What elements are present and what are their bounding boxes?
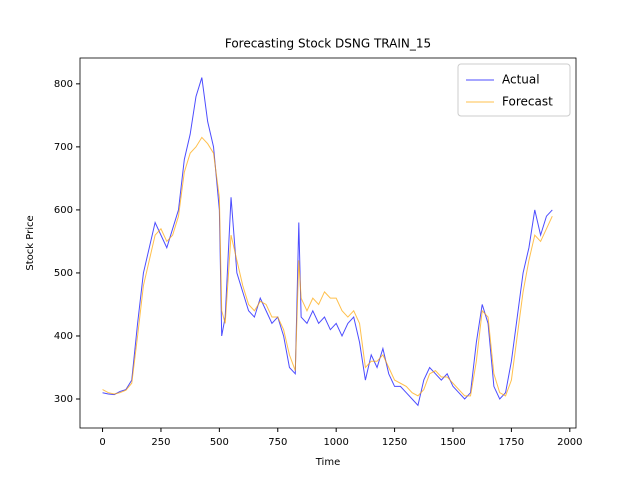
y-tick-label: 800: [54, 79, 73, 90]
x-tick-label: 250: [151, 437, 170, 448]
x-tick-label: 1000: [323, 437, 348, 448]
x-tick-label: 2000: [557, 437, 582, 448]
x-tick-label: 1500: [440, 437, 465, 448]
x-tick-label: 1250: [382, 437, 407, 448]
legend-box: [457, 63, 571, 117]
x-axis-label: Time: [315, 457, 340, 468]
chart-title: Forecasting Stock DSNG TRAIN_15: [225, 37, 431, 51]
series-line: [102, 77, 553, 407]
y-tick-label: 600: [54, 205, 73, 216]
x-tick-label: 0: [99, 437, 105, 448]
legend-label: Forecast: [502, 95, 553, 109]
y-tick-label: 700: [54, 142, 73, 153]
legend-label: Actual: [502, 73, 540, 87]
plot-frame: [79, 57, 577, 429]
x-tick-label: 1750: [499, 437, 524, 448]
x-tick-label: 500: [210, 437, 229, 448]
x-tick-label: 750: [268, 437, 287, 448]
y-tick-label: 400: [54, 331, 73, 342]
y-axis-label: Stock Price: [25, 215, 36, 270]
y-tick-label: 500: [54, 268, 73, 279]
series-line: [102, 136, 553, 397]
y-tick-label: 300: [54, 394, 73, 405]
